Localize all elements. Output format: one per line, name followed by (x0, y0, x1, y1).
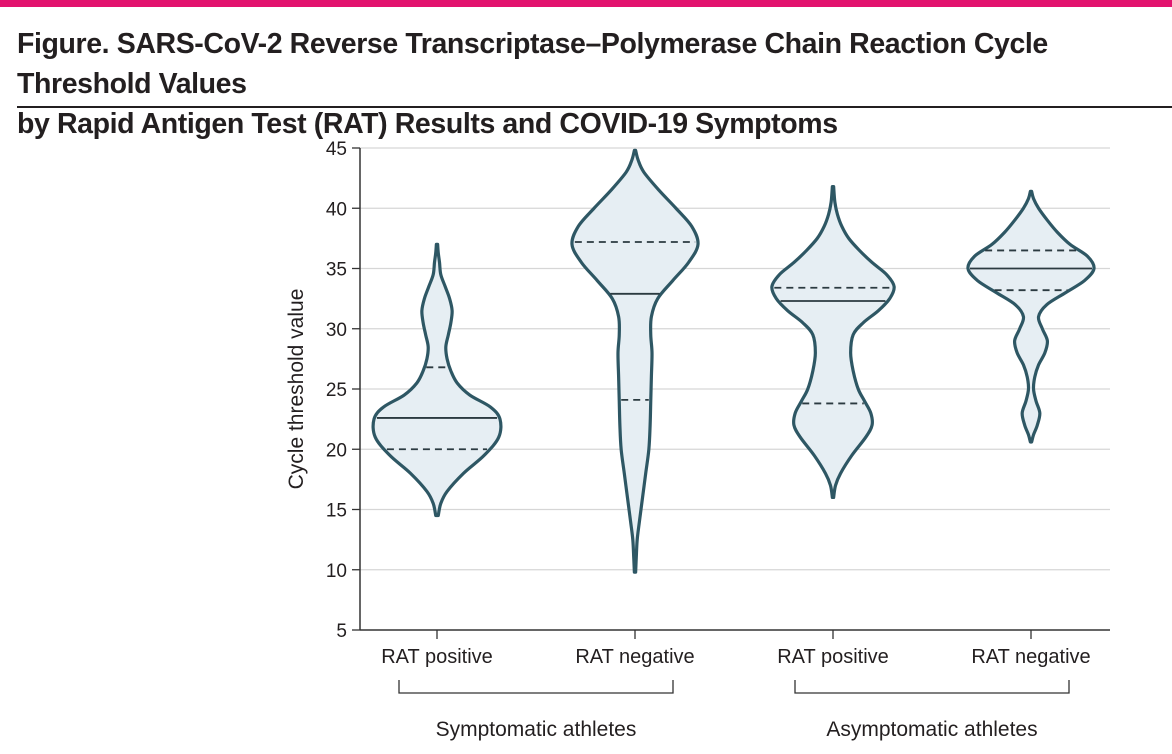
y-tick-label: 5 (336, 621, 347, 642)
group-label: Asymptomatic athletes (826, 718, 1037, 741)
x-category-label: RAT positive (777, 646, 889, 668)
y-ticks: 5 10 15 20 25 30 35 40 45 (326, 139, 360, 642)
accent-bar (0, 0, 1172, 7)
x-category-label: RAT negative (971, 646, 1090, 668)
figure-title-line-1: Figure. SARS-CoV-2 Reverse Transcriptase… (17, 28, 1048, 100)
y-axis-label: Cycle threshold value (285, 289, 308, 490)
y-tick-label: 20 (326, 440, 347, 461)
violin-chart: 5 10 15 20 25 30 35 40 45 RAT positive RAT negati… (285, 139, 1110, 741)
y-tick-label: 45 (326, 139, 347, 160)
violin-1 (371, 242, 503, 518)
x-category-label: RAT positive (381, 646, 493, 668)
violin-2 (570, 148, 700, 574)
y-tick-label: 25 (326, 380, 347, 401)
group-label: Symptomatic athletes (436, 718, 637, 741)
violins (371, 148, 1096, 574)
figure-title-line-2: by Rapid Antigen Test (RAT) Results and … (17, 108, 838, 140)
figure-title: Figure. SARS-CoV-2 Reverse Transcriptase… (17, 24, 1167, 144)
grid-lines (360, 147, 1110, 571)
violin-4 (966, 189, 1096, 444)
title-rule (17, 106, 1172, 108)
y-tick-label: 10 (326, 561, 347, 582)
y-tick-label: 15 (326, 501, 347, 522)
y-tick-label: 40 (326, 199, 347, 220)
group-bracket (398, 680, 674, 694)
group-bracket (794, 680, 1070, 694)
violin-body (966, 189, 1096, 444)
violin-3 (770, 184, 896, 500)
y-tick-label: 35 (326, 260, 347, 281)
group-brackets: Symptomatic athletes Asymptomatic athlete… (398, 680, 1070, 741)
y-tick-label: 30 (326, 320, 347, 341)
x-category-label: RAT negative (575, 646, 694, 668)
x-category-labels: RAT positive RAT negative RAT positive RAT … (381, 630, 1091, 668)
violin-body (770, 184, 896, 500)
violin-body (570, 148, 700, 574)
violin-body (371, 242, 503, 518)
